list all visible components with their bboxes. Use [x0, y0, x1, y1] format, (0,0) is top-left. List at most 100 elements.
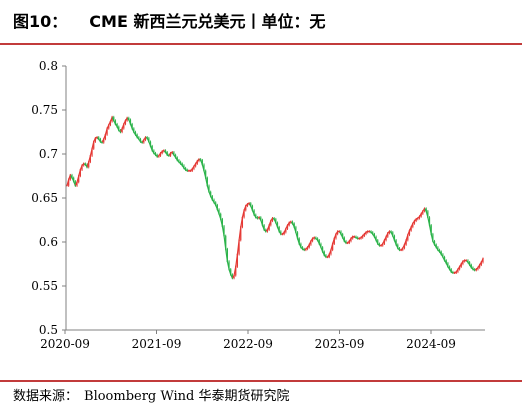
series-point — [346, 242, 349, 244]
candle-body — [121, 128, 123, 132]
candle-body — [253, 210, 255, 215]
candle-body — [372, 232, 374, 235]
series-point — [246, 203, 249, 205]
series-point — [468, 264, 471, 266]
series-point — [153, 152, 155, 154]
series-point — [183, 167, 185, 169]
series-point — [74, 184, 77, 187]
candle-body — [211, 196, 213, 200]
candle-body — [397, 244, 399, 249]
y-tick-label: 0.75 — [31, 103, 58, 117]
series-point — [385, 236, 387, 238]
candle-body — [480, 262, 482, 265]
candle-body — [333, 238, 335, 244]
candle-body — [418, 216, 421, 219]
series-point — [393, 239, 396, 241]
series-point — [321, 250, 324, 253]
series-point — [126, 117, 128, 119]
series-point — [348, 240, 351, 242]
series-point — [203, 170, 205, 172]
series-point — [482, 258, 484, 260]
series-point — [216, 208, 219, 211]
candle-body — [393, 235, 396, 241]
series-point — [430, 233, 432, 235]
series-point — [108, 124, 110, 126]
candle-body — [472, 267, 474, 270]
series-point — [128, 118, 130, 121]
candle-body — [398, 248, 401, 250]
series-point — [422, 210, 424, 212]
candle-body — [166, 152, 168, 155]
series-point — [114, 123, 117, 125]
candle-body — [308, 244, 310, 248]
series-point — [453, 272, 456, 274]
candle-body — [185, 168, 187, 170]
series-point — [293, 226, 295, 228]
candle-body — [91, 148, 93, 156]
series-point — [67, 178, 70, 181]
candle-body — [363, 234, 365, 236]
series-point — [315, 237, 317, 240]
candle-body — [154, 153, 157, 155]
candle-body — [408, 230, 411, 235]
candle-body — [151, 146, 153, 151]
candle-body — [83, 163, 85, 166]
series-point — [99, 140, 102, 143]
series-point — [412, 222, 414, 225]
series-point — [387, 232, 389, 234]
series-point — [79, 169, 82, 171]
candle-body — [76, 182, 78, 186]
candle-body — [213, 199, 215, 203]
candle-body — [169, 153, 172, 156]
series-point — [467, 261, 469, 263]
candle-body — [435, 244, 437, 248]
candle-body — [337, 231, 339, 235]
series-point — [331, 243, 334, 245]
series-point — [407, 234, 409, 236]
candle-body — [215, 202, 217, 206]
series-point — [166, 154, 168, 156]
candle-body — [109, 121, 112, 125]
candle-body — [345, 241, 347, 243]
series-point — [462, 260, 464, 263]
series-point — [104, 133, 107, 136]
series-point — [144, 136, 147, 138]
candle-body — [375, 236, 377, 241]
series-point — [367, 230, 369, 233]
candle-body — [143, 139, 145, 143]
candle-body — [428, 217, 431, 226]
series-point — [283, 231, 285, 234]
series-point — [365, 231, 367, 234]
source-rule — [0, 380, 522, 382]
series-point — [258, 216, 260, 219]
series-point — [306, 246, 309, 248]
candle-body — [425, 208, 427, 212]
series-point — [154, 154, 157, 156]
candle-body — [156, 154, 158, 157]
series-point — [341, 236, 344, 239]
candle-body — [106, 128, 108, 135]
series-point — [440, 253, 442, 256]
series-point — [148, 140, 150, 143]
series-point — [398, 249, 401, 251]
candle-body — [342, 234, 344, 238]
series-point — [134, 133, 137, 136]
series-point — [109, 120, 112, 123]
series-point — [335, 233, 337, 235]
series-point — [188, 170, 190, 172]
series-point — [213, 201, 215, 204]
candle-body — [68, 179, 70, 186]
series-point — [336, 230, 339, 233]
series-point — [266, 228, 269, 231]
series-point — [206, 184, 209, 187]
series-point — [458, 265, 461, 268]
series-point — [149, 145, 152, 147]
series-point — [141, 141, 143, 144]
candle-body — [280, 231, 282, 235]
candle-body — [467, 260, 469, 263]
series-point — [273, 218, 275, 220]
candle-body — [306, 247, 309, 250]
candle-body — [230, 269, 232, 275]
series-point — [138, 138, 140, 140]
x-tick-label: 2021-09 — [132, 337, 182, 351]
